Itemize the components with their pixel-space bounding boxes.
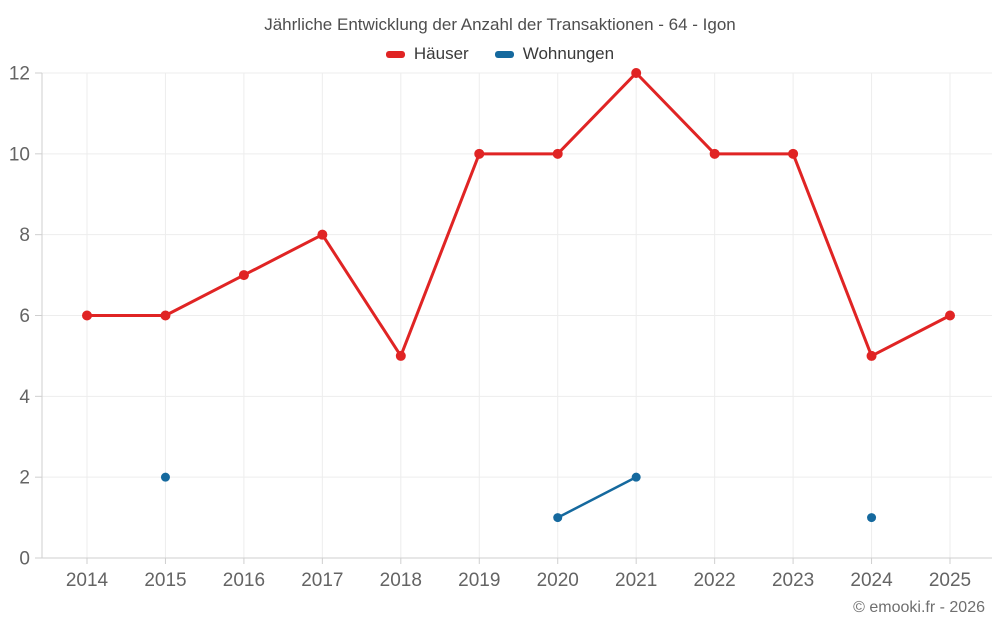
y-axis-label: 10 [9, 144, 30, 165]
y-axis-label: 12 [9, 64, 30, 85]
data-point-Wohnungen [631, 472, 641, 482]
legend-label: Wohnungen [522, 44, 615, 63]
y-axis-label: 4 [19, 387, 30, 408]
data-point-Häuser [82, 310, 92, 321]
x-axis-label: 2020 [537, 570, 579, 591]
legend-swatch-icon [494, 50, 514, 58]
x-axis-label: 2023 [772, 570, 814, 591]
data-point-Häuser [631, 68, 642, 78]
data-point-Häuser [709, 148, 720, 159]
data-point-Häuser [945, 310, 955, 321]
series-line-Häuser [85, 71, 952, 358]
series-line-Wohnungen [556, 475, 638, 519]
data-point-Wohnungen [867, 513, 877, 523]
x-axis-label: 2019 [458, 570, 500, 591]
x-axis-label: 2017 [301, 570, 343, 591]
data-point-Häuser [238, 270, 249, 281]
x-axis-label: 2025 [929, 570, 971, 591]
data-point-Häuser [552, 148, 563, 159]
x-axis-label: 2021 [615, 570, 657, 591]
y-axis-label: 8 [19, 225, 30, 246]
y-axis-label: 0 [19, 549, 30, 570]
x-axis-label: 2018 [380, 570, 422, 591]
data-point-Häuser [474, 148, 485, 159]
data-point-Wohnungen [160, 472, 170, 482]
data-point-Häuser [395, 350, 406, 361]
data-point-Häuser [160, 310, 171, 321]
copyright-footer: © emooki.fr - 2026 [853, 599, 985, 616]
chart-title: Jährliche Entwicklung der Anzahl der Tra… [264, 15, 736, 34]
data-point-Häuser [317, 229, 328, 240]
legend-label: Häuser [413, 44, 469, 63]
x-axis-label: 2015 [144, 570, 186, 591]
x-axis-label: 2022 [693, 570, 735, 591]
y-axis-label: 6 [19, 306, 30, 327]
chart-legend: Häuser Wohnungen [0, 44, 1000, 64]
legend-swatch-icon [385, 50, 405, 58]
legend-item-0[interactable]: Häuser [385, 44, 469, 64]
legend-item-1[interactable]: Wohnungen [494, 44, 615, 64]
data-point-Häuser [788, 148, 799, 159]
y-axis-label: 2 [19, 468, 30, 489]
x-axis-label: 2024 [850, 570, 893, 591]
x-axis-label: 2016 [223, 570, 265, 591]
data-point-Wohnungen [553, 513, 563, 523]
data-point-Häuser [866, 350, 877, 361]
x-axis-label: 2014 [66, 570, 109, 591]
